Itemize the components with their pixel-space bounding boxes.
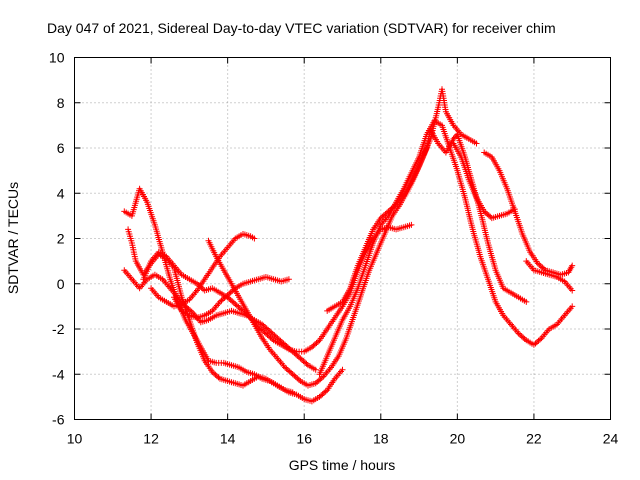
y-tick-label: 2 bbox=[57, 231, 65, 247]
y-tick-label: 8 bbox=[57, 95, 65, 111]
y-tick-label: -6 bbox=[52, 412, 65, 428]
grid-lines bbox=[74, 57, 611, 420]
x-axis-label: GPS time / hours bbox=[289, 457, 396, 473]
series-markers bbox=[121, 267, 319, 373]
y-tick-label: 10 bbox=[49, 50, 65, 66]
series-line bbox=[123, 269, 316, 371]
y-tick-label: -4 bbox=[52, 366, 65, 382]
series-track-9 bbox=[316, 117, 576, 378]
series-markers bbox=[450, 140, 518, 222]
series-track-10 bbox=[450, 140, 518, 222]
x-tick-label: 22 bbox=[526, 431, 542, 447]
x-tick-label: 20 bbox=[450, 431, 466, 447]
y-tick-labels: -6 -4 -2 0 2 4 6 8 10 bbox=[49, 50, 65, 428]
y-tick-label: 0 bbox=[57, 276, 65, 292]
y-axis-label: SDTVAR / TECUs bbox=[5, 182, 21, 294]
y-tick-label: -2 bbox=[52, 321, 65, 337]
series-markers bbox=[523, 258, 576, 294]
series-track-12 bbox=[523, 258, 576, 294]
x-tick-label: 14 bbox=[220, 431, 236, 447]
x-tick-labels: 10 12 14 16 18 20 22 24 bbox=[67, 431, 619, 447]
series-line bbox=[318, 120, 573, 375]
series-track-2 bbox=[121, 267, 319, 373]
x-tick-label: 24 bbox=[603, 431, 619, 447]
series-markers bbox=[481, 149, 576, 278]
axis-ticks bbox=[74, 57, 611, 420]
x-tick-label: 16 bbox=[296, 431, 312, 447]
x-tick-label: 18 bbox=[373, 431, 389, 447]
chart-title: Day 047 of 2021, Sidereal Day-to-day VTE… bbox=[47, 20, 556, 36]
x-tick-label: 10 bbox=[67, 431, 83, 447]
y-tick-label: 4 bbox=[57, 185, 65, 201]
y-tick-label: 6 bbox=[57, 140, 65, 156]
series-markers bbox=[316, 117, 576, 378]
x-tick-label: 12 bbox=[143, 431, 159, 447]
plot-area bbox=[121, 86, 576, 405]
series-track-11 bbox=[481, 149, 576, 278]
